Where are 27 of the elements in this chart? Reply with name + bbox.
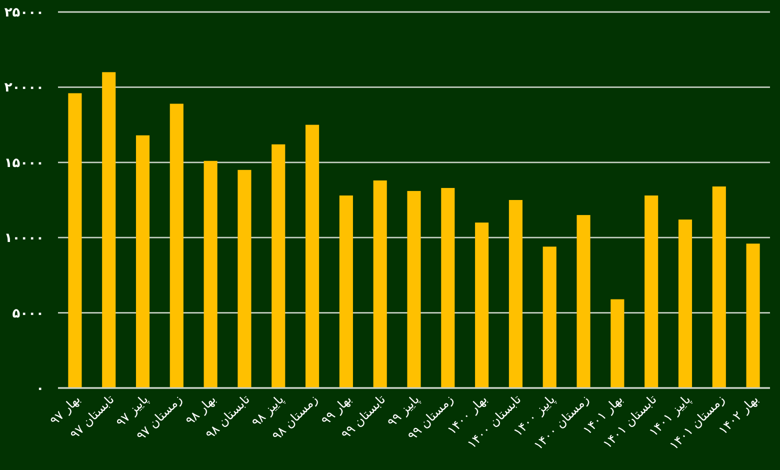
bar bbox=[204, 160, 218, 388]
bar bbox=[746, 244, 760, 388]
y-tick-label: ۲۰۰۰۰ bbox=[4, 80, 44, 96]
bar bbox=[441, 188, 455, 388]
bar bbox=[712, 186, 726, 388]
bar bbox=[306, 124, 320, 388]
bar bbox=[102, 72, 116, 388]
bar bbox=[407, 190, 421, 388]
bar bbox=[542, 246, 556, 388]
bar bbox=[170, 104, 184, 388]
bar bbox=[678, 220, 692, 388]
y-tick-label: ۰ bbox=[36, 382, 44, 396]
bar bbox=[136, 135, 150, 388]
bar bbox=[508, 200, 522, 388]
y-tick-label: ۵۰۰۰ bbox=[12, 306, 44, 322]
bar bbox=[272, 144, 286, 388]
bar bbox=[576, 215, 590, 388]
y-tick-label: ۱۰۰۰۰ bbox=[4, 231, 44, 246]
bar bbox=[68, 93, 82, 388]
bar bbox=[475, 222, 489, 388]
bar bbox=[238, 170, 252, 388]
bar bbox=[644, 195, 658, 388]
bar bbox=[339, 195, 353, 388]
y-tick-label: ۱۵۰۰۰ bbox=[4, 156, 44, 171]
bar bbox=[373, 180, 387, 388]
y-tick-label: ۲۵۰۰۰ bbox=[4, 6, 44, 20]
bar bbox=[610, 299, 624, 388]
